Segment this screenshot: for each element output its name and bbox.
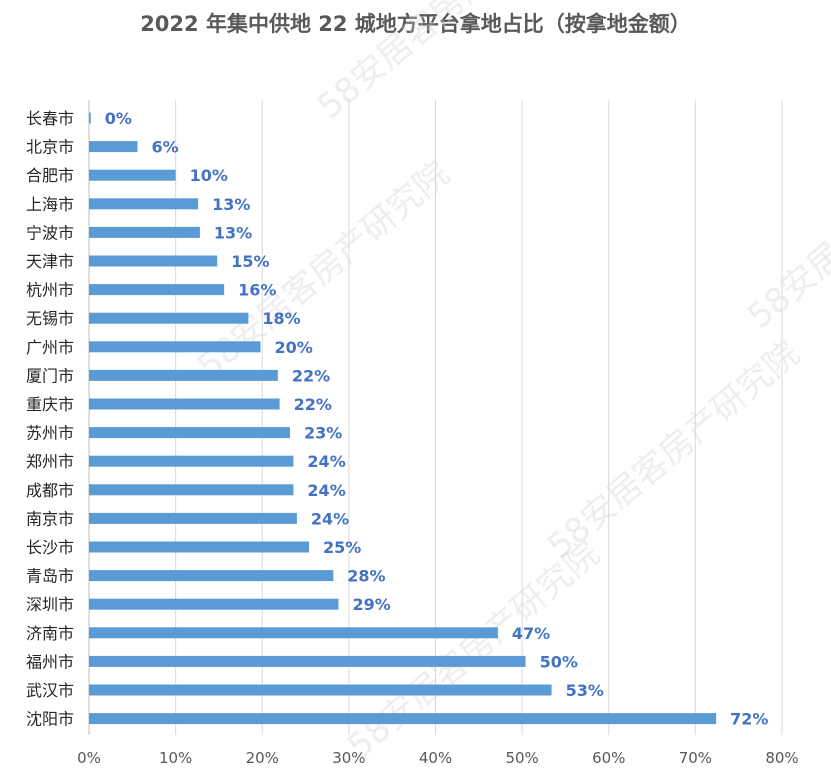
category-label: 南京市: [26, 509, 74, 528]
data-label: 13%: [214, 223, 252, 242]
data-label: 50%: [540, 652, 578, 671]
bars: [89, 112, 717, 725]
bar: [89, 655, 526, 667]
x-tick-label: 20%: [246, 749, 279, 767]
data-label: 53%: [566, 681, 604, 700]
bar: [89, 369, 278, 381]
watermark-text: 58安居客房产研究院: [310, 0, 577, 127]
category-label: 青岛市: [26, 567, 74, 586]
category-label: 长春市: [26, 109, 74, 128]
bar: [89, 427, 290, 439]
bar: [89, 226, 200, 238]
data-label: 25%: [323, 538, 361, 557]
category-label: 上海市: [26, 195, 74, 214]
data-label: 29%: [352, 595, 390, 614]
x-tick-label: 50%: [505, 749, 538, 767]
bar: [89, 169, 176, 181]
x-tick-label: 60%: [592, 749, 625, 767]
x-tick-label: 40%: [419, 749, 452, 767]
category-labels: 长春市北京市合肥市上海市宁波市天津市杭州市无锡市广州市厦门市重庆市苏州市郑州市成…: [26, 109, 74, 729]
bar: [89, 627, 498, 639]
x-tick-labels: 0% 10% 20% 30% 40% 50% 60% 70% 80%: [77, 749, 799, 767]
bar: [89, 141, 138, 153]
category-label: 郑州市: [26, 452, 74, 471]
data-label: 15%: [231, 252, 269, 271]
x-tick-label: 10%: [159, 749, 192, 767]
category-label: 天津市: [26, 252, 74, 271]
data-label: 16%: [238, 281, 276, 300]
category-label: 沈阳市: [26, 710, 74, 729]
data-label: 47%: [512, 624, 550, 643]
data-label: 24%: [311, 509, 349, 528]
x-tick-label: 30%: [332, 749, 365, 767]
data-label: 13%: [212, 195, 250, 214]
data-label: 6%: [152, 138, 179, 157]
data-label: 0%: [105, 109, 132, 128]
bar: [89, 713, 717, 725]
data-label: 72%: [730, 710, 768, 729]
data-label: 28%: [347, 567, 385, 586]
bar: [89, 198, 199, 210]
bar: [89, 255, 218, 267]
data-label: 24%: [307, 481, 345, 500]
category-label: 厦门市: [26, 366, 74, 385]
data-label: 24%: [307, 452, 345, 471]
data-label: 22%: [292, 366, 330, 385]
data-label: 18%: [262, 309, 300, 328]
bar: [89, 112, 91, 124]
gridlines: [88, 100, 783, 735]
bar: [89, 455, 294, 467]
category-label: 重庆市: [26, 395, 74, 414]
bar: [89, 598, 339, 610]
data-label: 10%: [190, 166, 228, 185]
bar: [89, 541, 310, 553]
category-label: 成都市: [26, 481, 74, 500]
category-label: 苏州市: [26, 424, 74, 443]
data-label: 20%: [275, 338, 313, 357]
category-label: 合肥市: [26, 166, 74, 185]
category-label: 广州市: [26, 338, 74, 357]
bar: [89, 684, 552, 696]
data-label: 23%: [304, 424, 342, 443]
category-label: 无锡市: [26, 309, 74, 328]
data-labels: 0% 6% 10% 13% 13% 15% 16% 18% 20% 22% 22% 23% 24% 24%…: [105, 109, 769, 729]
chart-title: 2022 年集中供地 22 城地方平台拿地占比（按拿地金额）: [140, 12, 691, 36]
category-label: 福州市: [26, 652, 74, 671]
bar: [89, 284, 225, 296]
bar: [89, 341, 261, 353]
data-label: 22%: [294, 395, 332, 414]
category-label: 长沙市: [26, 538, 74, 557]
category-label: 济南市: [26, 624, 74, 643]
category-label: 武汉市: [26, 681, 74, 700]
bar: [89, 512, 297, 524]
bar: [89, 570, 334, 582]
x-tick-label: 0%: [77, 749, 101, 767]
bar: [89, 312, 249, 324]
category-label: 宁波市: [26, 223, 74, 242]
x-tick-label: 80%: [765, 749, 798, 767]
watermark-layer: 58安居客房产研究院58安居客房产研究院58安居客房产研究院58安居客房产研究院…: [190, 0, 831, 767]
watermark-text: 58安居客房产研究院: [740, 104, 831, 337]
category-label: 深圳市: [26, 595, 74, 614]
watermark-text: 58安居客房产研究院: [540, 334, 807, 567]
category-label: 北京市: [26, 138, 74, 157]
bar: [89, 398, 280, 410]
x-tick-label: 70%: [679, 749, 712, 767]
bar: [89, 484, 294, 496]
category-label: 杭州市: [26, 281, 74, 300]
